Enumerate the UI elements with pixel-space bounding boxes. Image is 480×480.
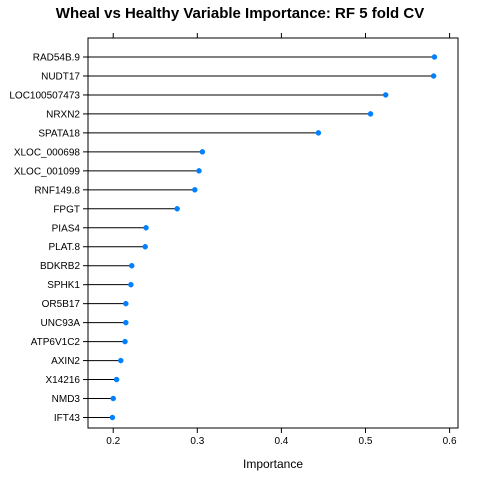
y-tick-label: NMD3 (52, 394, 81, 405)
importance-point (199, 149, 206, 155)
y-tick-label: BDKRB2 (40, 261, 80, 272)
chart-title: Wheal vs Healthy Variable Importance: RF… (56, 5, 424, 22)
importance-point (382, 92, 389, 98)
importance-point (122, 338, 128, 345)
y-axis: RAD54B.9 NUDT17 LOC100507473 NRXN2 SPATA18 XL… (9, 53, 88, 424)
x-ticks-bottom (112, 428, 451, 433)
data-marks (88, 54, 438, 421)
importance-point (431, 54, 438, 60)
y-tick-label: X14216 (46, 375, 81, 386)
y-tick-label: UNC93A (41, 318, 81, 329)
importance-point (142, 243, 148, 250)
y-tick-label: PIAS4 (52, 223, 81, 234)
x-tick-label: 0.6 (443, 436, 457, 447)
importance-point (128, 262, 135, 269)
y-tick-label: IFT43 (54, 413, 81, 424)
y-tick-label: SPHK1 (47, 280, 80, 291)
importance-point (430, 73, 437, 79)
y-tick-label: XLOC_001099 (14, 166, 81, 177)
y-tick-label: FPGT (53, 204, 80, 215)
plot-frame (87, 37, 459, 429)
importance-point (315, 130, 322, 136)
importance-point (192, 187, 198, 193)
y-tick-label: RAD54B.9 (33, 53, 81, 64)
y-tick-label: PLAT.8 (49, 242, 81, 253)
y-tick-label: NRXN2 (46, 109, 80, 120)
x-tick-label: 0.4 (274, 436, 288, 447)
importance-point (367, 111, 374, 117)
x-tick-labels: 0.2 0.3 0.4 0.5 0.6 (106, 436, 457, 447)
importance-point (143, 225, 149, 231)
importance-point (196, 168, 202, 174)
importance-point (123, 319, 129, 326)
y-tick-label: OR5B17 (42, 299, 81, 310)
importance-point (109, 414, 116, 421)
y-tick-label: XLOC_000698 (14, 147, 81, 158)
x-ticks-top (112, 33, 451, 38)
y-tick-label: NUDT17 (41, 71, 80, 82)
x-tick-label: 0.2 (106, 436, 120, 447)
importance-point (123, 300, 129, 307)
y-tick-label: SPATA18 (38, 128, 80, 139)
x-tick-label: 0.5 (359, 436, 373, 447)
importance-point (118, 357, 124, 364)
y-tick-label: AXIN2 (51, 356, 80, 367)
y-tick-label: ATP6V1C2 (31, 337, 81, 348)
y-tick-label: LOC100507473 (9, 90, 80, 101)
x-axis-label: Importance (243, 457, 303, 471)
importance-point (110, 395, 116, 402)
importance-point (113, 376, 120, 383)
importance-point (174, 206, 180, 212)
importance-point (128, 281, 134, 288)
y-tick-label: RNF149.8 (34, 185, 80, 196)
x-tick-label: 0.3 (190, 436, 204, 447)
